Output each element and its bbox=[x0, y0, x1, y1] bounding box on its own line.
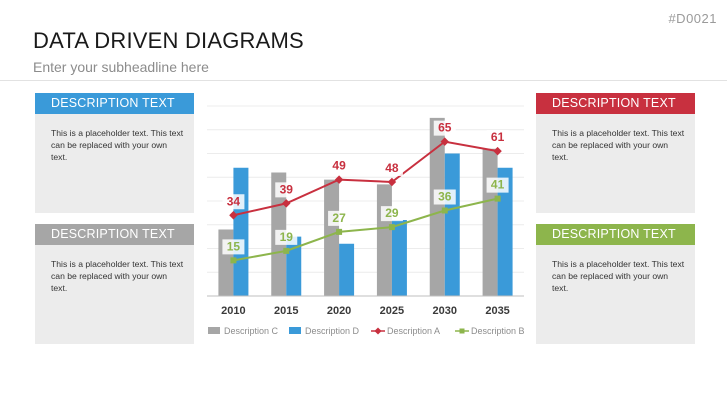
legend-label: Description A bbox=[387, 326, 440, 336]
card-header-red: DESCRIPTION TEXT bbox=[536, 93, 695, 114]
data-label-bg bbox=[486, 130, 509, 146]
x-tick-label: 2015 bbox=[274, 305, 298, 317]
line-marker bbox=[387, 177, 397, 187]
card-header-blue: DESCRIPTION TEXT bbox=[35, 93, 194, 114]
data-label: 15 bbox=[227, 239, 241, 253]
card-body-blue: This is a placeholder text. This text ca… bbox=[51, 128, 184, 162]
x-tick-label: 2035 bbox=[485, 305, 509, 317]
data-label-bg bbox=[433, 189, 456, 205]
description-card-blue: DESCRIPTION TEXT This is a placeholder t… bbox=[35, 93, 194, 213]
bar-description-d bbox=[286, 236, 302, 296]
page-title: DATA DRIVEN DIAGRAMS bbox=[33, 28, 304, 53]
legend-marker bbox=[374, 327, 382, 335]
data-label-bg bbox=[380, 161, 403, 176]
legend-marker bbox=[459, 328, 465, 334]
data-label-bg bbox=[328, 210, 351, 226]
data-label: 61 bbox=[491, 130, 505, 144]
data-label: 27 bbox=[332, 211, 346, 225]
card-body-green: This is a placeholder text. This text ca… bbox=[552, 259, 685, 293]
line-marker bbox=[441, 207, 448, 214]
bar-description-c bbox=[429, 117, 445, 296]
bar-description-d bbox=[444, 153, 460, 296]
x-tick-label: 2030 bbox=[433, 305, 457, 317]
data-label-bg bbox=[222, 194, 245, 210]
data-label: 36 bbox=[438, 190, 452, 204]
bar-description-d bbox=[233, 167, 249, 296]
data-label: 34 bbox=[227, 194, 241, 208]
line-marker bbox=[283, 247, 290, 254]
legend-label: Description D bbox=[305, 326, 360, 336]
data-label-bg bbox=[275, 182, 298, 198]
line-marker bbox=[493, 146, 502, 156]
card-header-green: DESCRIPTION TEXT bbox=[536, 224, 695, 245]
line-description-a bbox=[233, 140, 498, 217]
description-card-green: DESCRIPTION TEXT This is a placeholder t… bbox=[536, 224, 695, 344]
description-card-gray: DESCRIPTION TEXT This is a placeholder t… bbox=[35, 224, 194, 344]
data-label-bg bbox=[222, 239, 245, 255]
legend-label: Description B bbox=[471, 326, 525, 336]
data-label: 48 bbox=[385, 161, 399, 175]
x-tick-label: 2010 bbox=[221, 305, 245, 317]
header-divider bbox=[0, 80, 727, 81]
slide-id: #D0021 bbox=[668, 11, 717, 26]
data-label-bg bbox=[328, 158, 351, 174]
data-label: 29 bbox=[385, 206, 399, 220]
bar-description-d bbox=[391, 220, 407, 296]
description-card-red: DESCRIPTION TEXT This is a placeholder t… bbox=[536, 93, 695, 213]
data-label-bg bbox=[275, 229, 298, 245]
data-label: 49 bbox=[332, 159, 346, 173]
legend-label: Description C bbox=[224, 326, 279, 336]
x-tick-label: 2025 bbox=[380, 305, 404, 317]
data-label: 41 bbox=[491, 178, 505, 192]
data-label: 39 bbox=[280, 182, 294, 196]
legend-swatch bbox=[289, 327, 301, 334]
line-marker bbox=[388, 224, 395, 231]
line-marker bbox=[282, 199, 291, 208]
line-marker bbox=[336, 228, 343, 235]
x-tick-label: 2020 bbox=[327, 305, 351, 317]
card-body-gray: This is a placeholder text. This text ca… bbox=[51, 259, 184, 293]
legend-swatch bbox=[208, 327, 220, 334]
bar-description-c bbox=[376, 184, 392, 296]
line-description-b bbox=[233, 197, 498, 262]
line-marker bbox=[334, 175, 344, 184]
line-marker bbox=[440, 137, 449, 146]
bar-description-c bbox=[324, 179, 340, 296]
data-label: 65 bbox=[438, 121, 452, 135]
data-label-bg bbox=[486, 177, 509, 193]
card-body-red: This is a placeholder text. This text ca… bbox=[552, 128, 685, 162]
page-subtitle: Enter your subheadline here bbox=[33, 59, 209, 75]
line-marker bbox=[230, 257, 237, 264]
card-header-gray: DESCRIPTION TEXT bbox=[35, 224, 194, 245]
bar-description-c bbox=[482, 148, 498, 296]
data-label-bg bbox=[433, 120, 456, 136]
bar-description-d bbox=[339, 243, 355, 296]
data-label-bg bbox=[380, 206, 403, 222]
line-marker bbox=[229, 211, 238, 220]
bar-description-d bbox=[497, 167, 513, 296]
data-label: 19 bbox=[280, 230, 294, 244]
line-marker bbox=[494, 195, 501, 202]
